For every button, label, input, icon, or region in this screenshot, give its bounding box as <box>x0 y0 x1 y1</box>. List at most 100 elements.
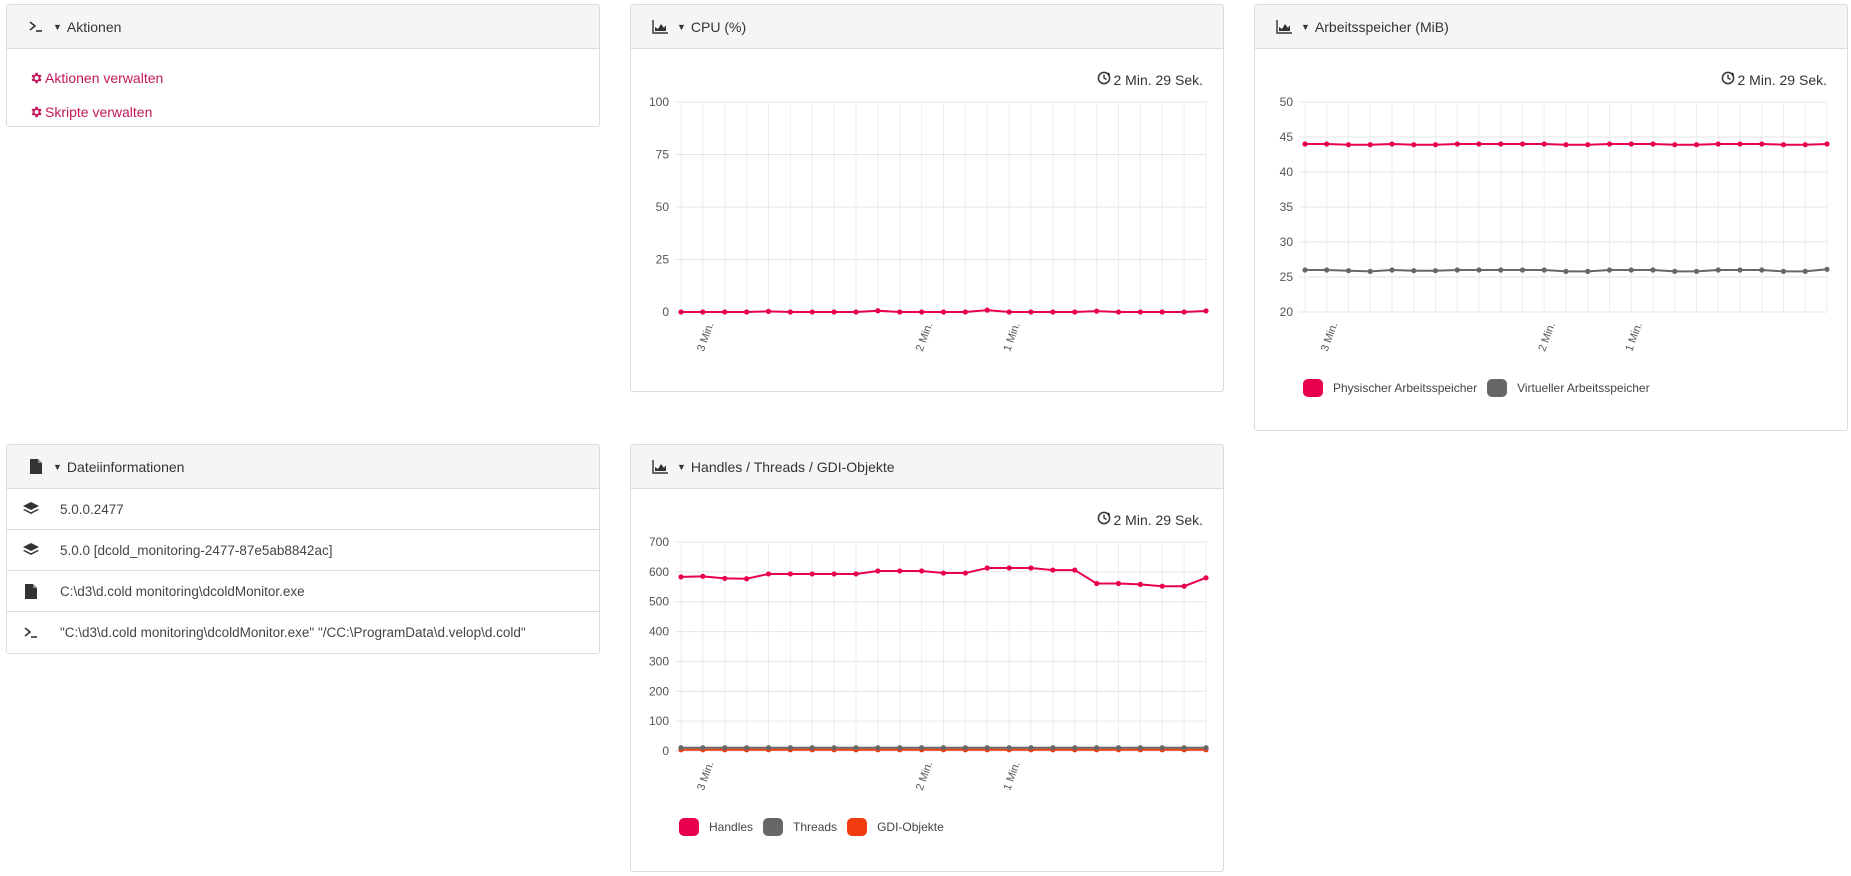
data-point[interactable] <box>809 309 815 315</box>
data-point[interactable] <box>1050 745 1056 751</box>
data-point[interactable] <box>1563 268 1569 274</box>
data-point[interactable] <box>787 571 793 577</box>
data-point[interactable] <box>1324 141 1330 147</box>
data-point[interactable] <box>962 309 968 315</box>
data-point[interactable] <box>1050 309 1056 315</box>
data-point[interactable] <box>1585 268 1591 274</box>
data-point[interactable] <box>1159 583 1165 589</box>
data-point[interactable] <box>897 745 903 751</box>
data-point[interactable] <box>1159 309 1165 315</box>
data-point[interactable] <box>809 745 815 751</box>
data-point[interactable] <box>1115 580 1122 587</box>
data-point[interactable] <box>1411 268 1417 274</box>
data-point[interactable] <box>984 745 990 751</box>
data-point[interactable] <box>1454 267 1460 273</box>
data-point[interactable] <box>1672 142 1678 148</box>
data-point[interactable] <box>722 745 728 751</box>
data-point[interactable] <box>1137 581 1143 587</box>
data-point[interactable] <box>1115 309 1122 315</box>
data-point[interactable] <box>1367 268 1373 274</box>
data-point[interactable] <box>1181 583 1187 589</box>
data-point[interactable] <box>722 309 728 315</box>
data-point[interactable] <box>1628 267 1634 273</box>
data-point[interactable] <box>765 571 772 577</box>
data-point[interactable] <box>1094 580 1100 587</box>
data-point[interactable] <box>700 309 706 315</box>
data-point[interactable] <box>875 745 881 751</box>
data-point[interactable] <box>1802 268 1808 274</box>
data-point[interactable] <box>678 745 684 751</box>
manage-actions-link[interactable]: Aktionen verwalten <box>29 61 599 95</box>
handles-panel-header[interactable]: ▼ Handles / Threads / GDI-Objekte <box>631 445 1223 489</box>
data-point[interactable] <box>1519 141 1526 147</box>
data-point[interactable] <box>831 571 837 577</box>
data-point[interactable] <box>984 565 990 571</box>
data-point[interactable] <box>1006 309 1012 315</box>
data-point[interactable] <box>809 571 815 577</box>
data-point[interactable] <box>1498 141 1504 147</box>
data-point[interactable] <box>1650 267 1656 273</box>
data-point[interactable] <box>919 309 925 315</box>
legend-item-physical[interactable]: Physischer Arbeitsspeicher <box>1303 379 1477 397</box>
data-point[interactable] <box>1715 141 1721 147</box>
data-point[interactable] <box>1028 745 1034 751</box>
data-point[interactable] <box>1737 267 1743 273</box>
data-point[interactable] <box>1824 266 1830 272</box>
data-point[interactable] <box>744 309 750 315</box>
data-point[interactable] <box>1650 141 1656 147</box>
data-point[interactable] <box>1050 567 1056 573</box>
data-point[interactable] <box>1367 142 1373 148</box>
data-point[interactable] <box>765 308 772 314</box>
data-point[interactable] <box>853 745 859 751</box>
data-point[interactable] <box>678 309 684 315</box>
legend-item-gdi[interactable]: GDI-Objekte <box>847 818 944 836</box>
data-point[interactable] <box>1072 745 1078 751</box>
data-point[interactable] <box>1780 142 1787 148</box>
data-point[interactable] <box>919 745 925 751</box>
data-point[interactable] <box>1541 141 1547 147</box>
data-point[interactable] <box>1137 745 1143 751</box>
data-point[interactable] <box>1302 267 1308 273</box>
data-point[interactable] <box>1737 141 1743 147</box>
data-point[interactable] <box>1137 309 1143 315</box>
data-point[interactable] <box>897 309 903 315</box>
data-point[interactable] <box>1759 267 1765 273</box>
data-point[interactable] <box>1181 309 1187 315</box>
data-point[interactable] <box>722 575 728 582</box>
data-point[interactable] <box>1628 141 1634 147</box>
data-point[interactable] <box>875 568 881 574</box>
data-point[interactable] <box>1203 308 1209 314</box>
manage-scripts-link[interactable]: Skripte verwalten <box>29 95 599 129</box>
data-point[interactable] <box>853 571 859 577</box>
data-point[interactable] <box>1389 267 1395 273</box>
data-point[interactable] <box>1302 141 1308 147</box>
data-point[interactable] <box>1094 745 1100 751</box>
data-point[interactable] <box>1159 745 1165 751</box>
data-point[interactable] <box>853 309 859 315</box>
data-point[interactable] <box>1072 309 1078 315</box>
data-point[interactable] <box>787 745 793 751</box>
data-point[interactable] <box>962 745 968 751</box>
data-point[interactable] <box>919 568 925 574</box>
data-point[interactable] <box>1203 745 1209 751</box>
data-point[interactable] <box>1585 142 1591 148</box>
actions-panel-header[interactable]: ▼ Aktionen <box>7 5 599 49</box>
data-point[interactable] <box>1454 141 1460 147</box>
data-point[interactable] <box>831 309 837 315</box>
legend-item-virtual[interactable]: Virtueller Arbeitsspeicher <box>1487 379 1650 397</box>
data-point[interactable] <box>1519 267 1526 273</box>
data-point[interactable] <box>940 309 947 315</box>
data-point[interactable] <box>1606 141 1613 147</box>
data-point[interactable] <box>1715 267 1721 273</box>
data-point[interactable] <box>765 745 772 751</box>
data-point[interactable] <box>1203 575 1209 581</box>
data-point[interactable] <box>897 568 903 574</box>
data-point[interactable] <box>1693 142 1700 148</box>
data-point[interactable] <box>1693 268 1700 274</box>
data-point[interactable] <box>678 574 684 580</box>
file-info-panel-header[interactable]: ▼ Dateiinformationen <box>7 445 599 489</box>
data-point[interactable] <box>1802 142 1808 148</box>
data-point[interactable] <box>1115 745 1122 751</box>
data-point[interactable] <box>1006 745 1012 751</box>
data-point[interactable] <box>1028 565 1034 571</box>
